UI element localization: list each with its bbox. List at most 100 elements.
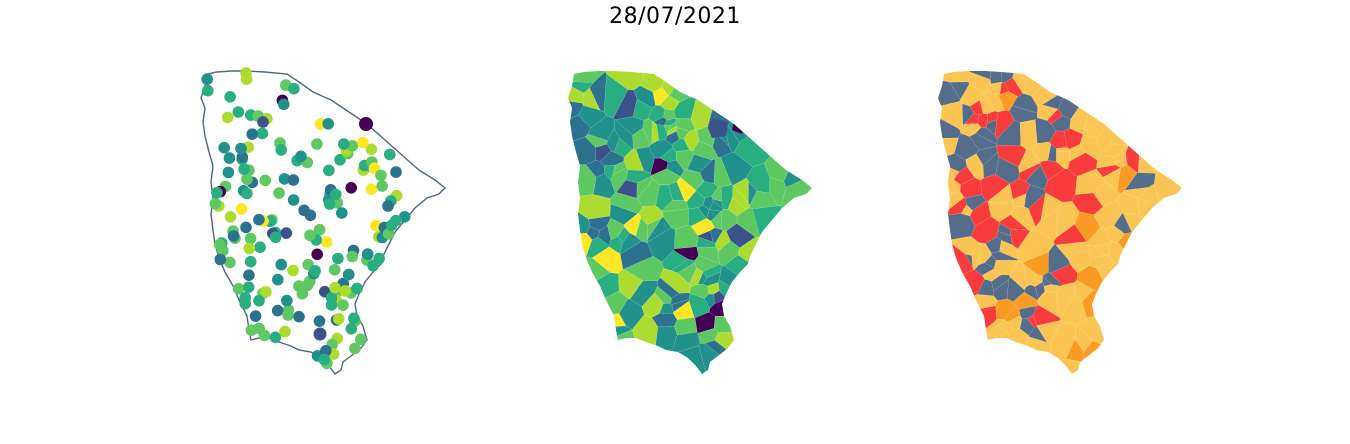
data-point bbox=[236, 151, 249, 163]
data-point bbox=[339, 285, 351, 297]
data-point bbox=[271, 304, 284, 317]
municipality-region bbox=[1068, 244, 1092, 274]
municipality-region bbox=[647, 105, 666, 122]
data-point bbox=[296, 287, 309, 300]
data-point bbox=[322, 118, 334, 130]
municipality-region bbox=[959, 177, 982, 199]
data-point bbox=[345, 323, 358, 335]
data-point bbox=[318, 353, 330, 366]
data-point bbox=[351, 282, 363, 295]
municipality-region bbox=[702, 271, 721, 287]
data-point bbox=[253, 294, 265, 307]
data-point bbox=[287, 264, 299, 277]
municipality-region bbox=[1096, 261, 1182, 316]
municipality-region bbox=[568, 329, 647, 374]
data-point bbox=[349, 342, 361, 355]
municipality-region bbox=[581, 87, 601, 111]
municipality-region bbox=[1032, 304, 1062, 326]
municipality-region bbox=[938, 269, 985, 313]
municipality-region bbox=[710, 227, 723, 244]
municipality-region bbox=[746, 163, 771, 194]
municipality-region bbox=[1107, 241, 1155, 282]
data-point bbox=[298, 204, 310, 217]
data-point bbox=[242, 281, 255, 293]
municipality-region bbox=[999, 81, 1010, 95]
municipality-region bbox=[718, 279, 773, 314]
data-point bbox=[385, 219, 398, 232]
municipality-region bbox=[1042, 272, 1063, 287]
data-point bbox=[224, 91, 236, 103]
municipality-region bbox=[763, 102, 812, 182]
municipality-region bbox=[968, 71, 993, 80]
data-point bbox=[214, 253, 227, 266]
municipality-region bbox=[1138, 201, 1182, 261]
data-point bbox=[241, 187, 253, 200]
data-point bbox=[313, 223, 326, 236]
data-point bbox=[348, 312, 360, 325]
municipality-region bbox=[728, 71, 812, 143]
municipality-region bbox=[996, 144, 1027, 168]
municipality-region bbox=[647, 216, 672, 243]
municipality-region bbox=[568, 325, 633, 360]
municipality-region bbox=[696, 246, 720, 264]
municipality-region bbox=[986, 110, 999, 124]
municipality-region bbox=[986, 337, 1030, 374]
municipality-region bbox=[1117, 231, 1182, 307]
data-point bbox=[260, 286, 272, 298]
municipality-region bbox=[970, 216, 1000, 244]
data-point bbox=[375, 169, 387, 182]
data-point bbox=[221, 111, 234, 124]
municipality-region bbox=[1011, 336, 1053, 374]
data-point bbox=[365, 143, 378, 156]
municipality-region bbox=[965, 153, 984, 181]
municipality-region bbox=[737, 236, 812, 313]
municipality-region bbox=[964, 253, 973, 268]
data-point bbox=[345, 182, 357, 194]
data-point bbox=[281, 294, 293, 307]
municipality-region bbox=[989, 71, 1002, 85]
data-point bbox=[367, 260, 379, 272]
data-point bbox=[238, 163, 250, 175]
data-point bbox=[227, 230, 240, 242]
data-point bbox=[222, 166, 235, 179]
data-point bbox=[332, 252, 344, 265]
data-point bbox=[382, 200, 394, 212]
municipality-region bbox=[676, 127, 690, 140]
municipality-region bbox=[661, 71, 695, 97]
data-point bbox=[278, 173, 291, 185]
data-point bbox=[346, 250, 359, 263]
data-point bbox=[337, 299, 349, 311]
data-point bbox=[325, 292, 338, 304]
municipality-region bbox=[568, 194, 611, 220]
municipality-region bbox=[946, 235, 979, 257]
municipality-region bbox=[721, 208, 738, 232]
municipality-region bbox=[695, 181, 719, 199]
data-point bbox=[259, 174, 272, 187]
municipality-region bbox=[1137, 74, 1182, 174]
municipality-region bbox=[614, 116, 645, 136]
data-point bbox=[361, 248, 374, 260]
municipality-region bbox=[613, 119, 634, 150]
municipality-region bbox=[608, 236, 623, 255]
municipality-region bbox=[637, 178, 660, 207]
municipality-region bbox=[595, 143, 612, 162]
data-point bbox=[313, 315, 326, 327]
municipality-region bbox=[616, 179, 638, 199]
municipality-region bbox=[1018, 162, 1041, 182]
municipality-region bbox=[654, 285, 672, 304]
municipality-region bbox=[999, 239, 1019, 260]
municipality-region bbox=[708, 118, 728, 138]
data-point bbox=[249, 310, 262, 322]
data-point bbox=[343, 268, 355, 281]
municipality-region bbox=[1073, 279, 1094, 302]
municipality-region bbox=[1004, 305, 1021, 323]
data-point bbox=[313, 327, 327, 341]
data-point bbox=[273, 187, 285, 199]
municipality-region bbox=[1116, 164, 1138, 194]
data-point bbox=[246, 128, 258, 140]
municipality-region bbox=[1138, 183, 1160, 203]
data-point bbox=[333, 313, 345, 325]
municipality-region bbox=[733, 79, 812, 168]
municipality-region bbox=[723, 254, 812, 329]
data-point bbox=[338, 138, 350, 150]
